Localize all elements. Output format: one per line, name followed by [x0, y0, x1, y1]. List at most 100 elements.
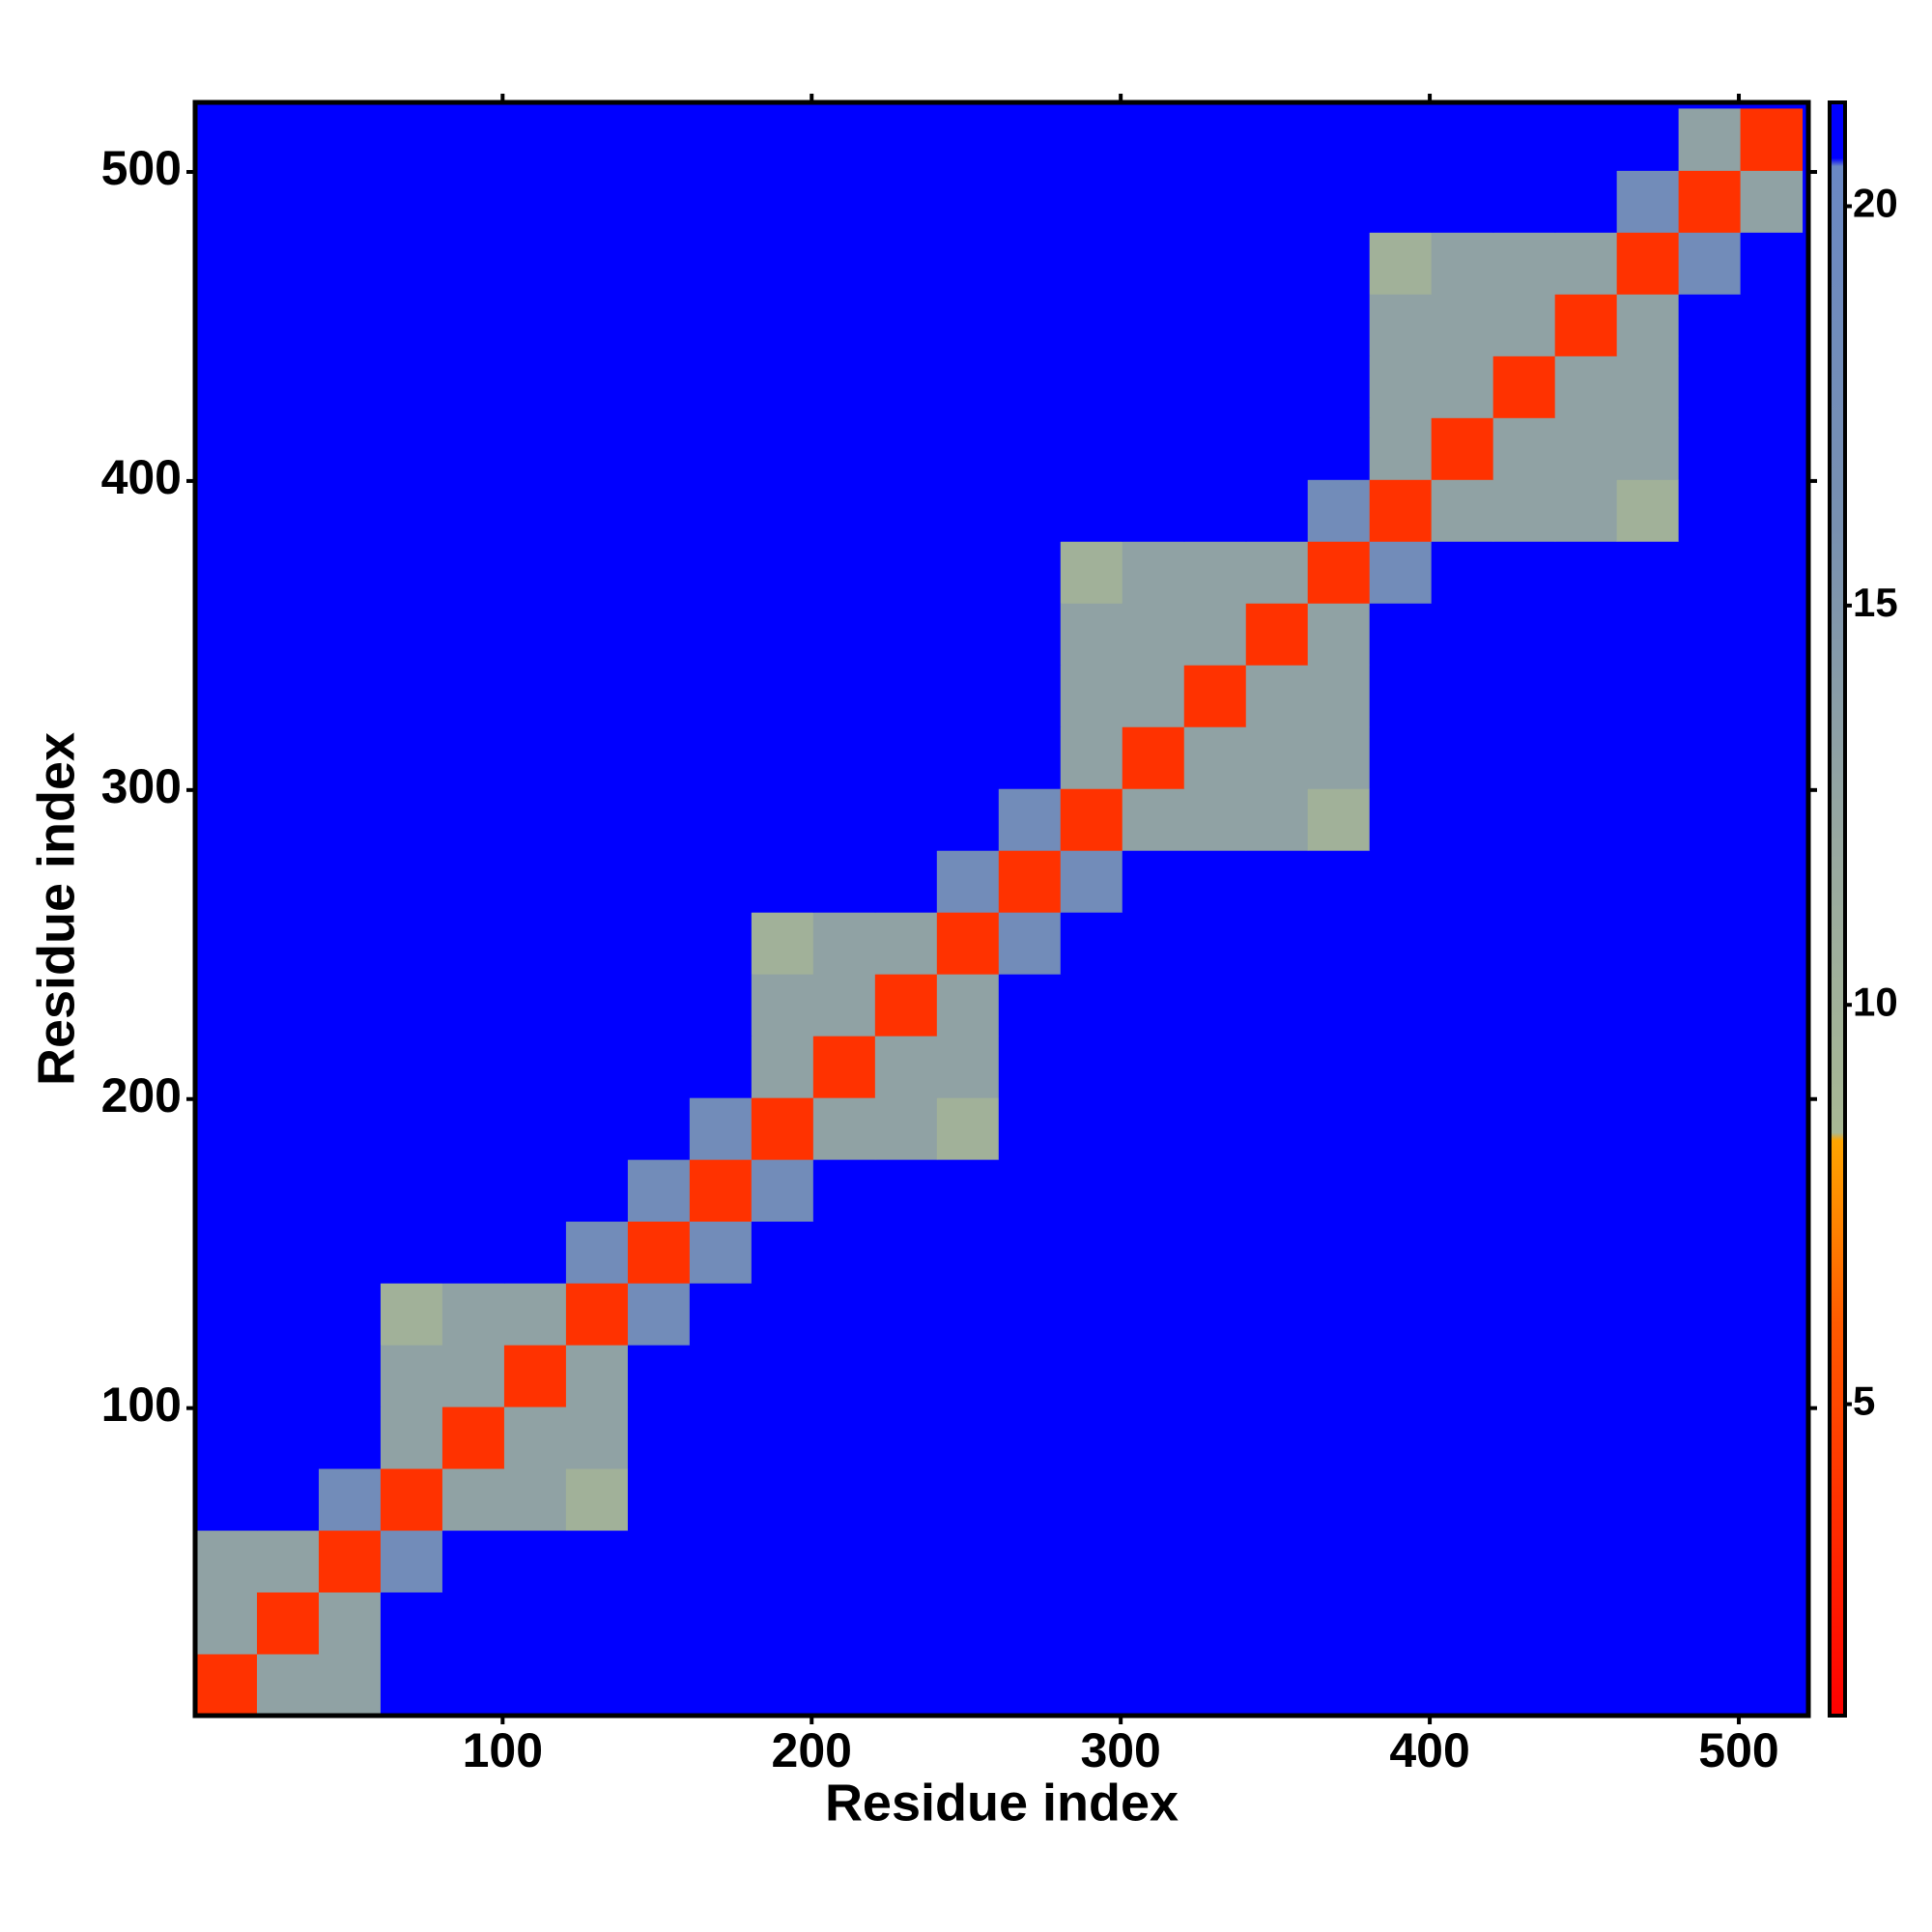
heatmap-cell: [1060, 1530, 1123, 1593]
heatmap-cell: [812, 1036, 876, 1098]
heatmap-cell: [195, 974, 258, 1037]
heatmap-cell: [751, 665, 814, 727]
heatmap-cell: [1369, 108, 1433, 171]
heatmap-cell: [1183, 1036, 1247, 1098]
heatmap-cell: [1740, 850, 1804, 913]
heatmap-cell: [627, 603, 691, 666]
heatmap-cell: [565, 1283, 629, 1346]
heatmap-cell: [1060, 294, 1123, 356]
heatmap-cell: [256, 1406, 320, 1469]
heatmap-cell: [812, 850, 876, 913]
heatmap-cell: [874, 974, 938, 1037]
heatmap-cell: [1183, 170, 1247, 233]
heatmap-cell: [751, 170, 814, 233]
heatmap-cell: [1740, 1159, 1804, 1222]
x-tick-label: 100: [463, 1723, 543, 1777]
heatmap-cell: [689, 912, 753, 975]
heatmap-cell: [1431, 170, 1494, 233]
heatmap-cell: [1678, 170, 1742, 233]
heatmap-cell: [565, 232, 629, 295]
heatmap-cell: [1492, 541, 1556, 604]
heatmap-cell: [1740, 1468, 1804, 1531]
heatmap-cell: [1060, 170, 1123, 233]
heatmap-cell: [1307, 1283, 1371, 1346]
heatmap-cell: [689, 726, 753, 789]
heatmap-cell: [874, 1097, 938, 1160]
heatmap-cell: [441, 1468, 505, 1531]
heatmap-cell: [1678, 1345, 1742, 1407]
heatmap-cell: [627, 974, 691, 1037]
heatmap-cell: [1122, 417, 1185, 480]
heatmap-cell: [936, 1530, 1000, 1593]
heatmap-cell: [1678, 294, 1742, 356]
heatmap-cell: [1122, 1468, 1185, 1531]
heatmap-cell: [1554, 1159, 1618, 1222]
heatmap-cell: [318, 108, 382, 171]
heatmap-cell: [998, 1345, 1062, 1407]
heatmap-cell: [318, 294, 382, 356]
x-tick-label: 300: [1080, 1723, 1160, 1777]
heatmap-cell: [751, 1097, 814, 1160]
heatmap-cell: [195, 1097, 258, 1160]
heatmap-cell: [1245, 294, 1309, 356]
heatmap-cell: [1554, 1406, 1618, 1469]
heatmap-cell: [1492, 170, 1556, 233]
heatmap-cell: [998, 1592, 1062, 1655]
heatmap-cell: [627, 1530, 691, 1593]
heatmap-cell: [812, 170, 876, 233]
heatmap-cell: [1245, 1036, 1309, 1098]
heatmap-cell: [1245, 1345, 1309, 1407]
heatmap-cell: [812, 355, 876, 418]
heatmap-cell: [812, 417, 876, 480]
heatmap-cell: [1122, 1654, 1185, 1717]
heatmap-cell: [751, 1283, 814, 1346]
heatmap-cell: [318, 479, 382, 542]
heatmap-cell: [1369, 479, 1433, 542]
heatmap-cell: [689, 603, 753, 666]
heatmap-cell: [256, 170, 320, 233]
heatmap-cell: [1245, 665, 1309, 727]
heatmap-cell: [503, 1654, 567, 1717]
heatmap-cell: [1307, 417, 1371, 480]
heatmap-cell: [627, 108, 691, 171]
heatmap-cell: [1245, 603, 1309, 666]
heatmap-cell: [503, 912, 567, 975]
heatmap-cell: [751, 417, 814, 480]
heatmap-cell: [318, 1468, 382, 1531]
heatmap-cell: [936, 1221, 1000, 1284]
heatmap-cell: [874, 1036, 938, 1098]
heatmap-cell: [751, 1345, 814, 1407]
heatmap-cell: [441, 108, 505, 171]
heatmap-cell: [627, 417, 691, 480]
heatmap-cell: [1183, 1097, 1247, 1160]
heatmap-cell: [998, 1221, 1062, 1284]
heatmap-cell: [874, 665, 938, 727]
heatmap-cell: [1616, 726, 1680, 789]
heatmap-cell: [1369, 1468, 1433, 1531]
heatmap-cell: [256, 1592, 320, 1655]
heatmap-cell: [1492, 1097, 1556, 1160]
heatmap-cell: [751, 850, 814, 913]
heatmap-cell: [751, 1468, 814, 1531]
heatmap-cell: [1740, 541, 1804, 604]
heatmap-cell: [936, 170, 1000, 233]
heatmap-cell: [936, 232, 1000, 295]
heatmap-cell: [1369, 665, 1433, 727]
heatmap-cell: [1307, 974, 1371, 1037]
heatmap-cell: [503, 974, 567, 1037]
heatmap-cell: [1492, 1592, 1556, 1655]
heatmap-cell: [1060, 232, 1123, 295]
heatmap-cell: [1122, 1036, 1185, 1098]
heatmap-cell: [380, 850, 443, 913]
heatmap-cell: [998, 479, 1062, 542]
heatmap-cell: [1740, 294, 1804, 356]
heatmap-cell: [812, 1097, 876, 1160]
heatmap-cell: [874, 232, 938, 295]
heatmap-cell: [441, 1097, 505, 1160]
heatmap-cell: [751, 974, 814, 1037]
heatmap-cell: [1307, 479, 1371, 542]
heatmap-cell: [1122, 665, 1185, 727]
heatmap-cell: [441, 294, 505, 356]
heatmap-cell: [441, 541, 505, 604]
heatmap-cell: [1307, 1530, 1371, 1593]
